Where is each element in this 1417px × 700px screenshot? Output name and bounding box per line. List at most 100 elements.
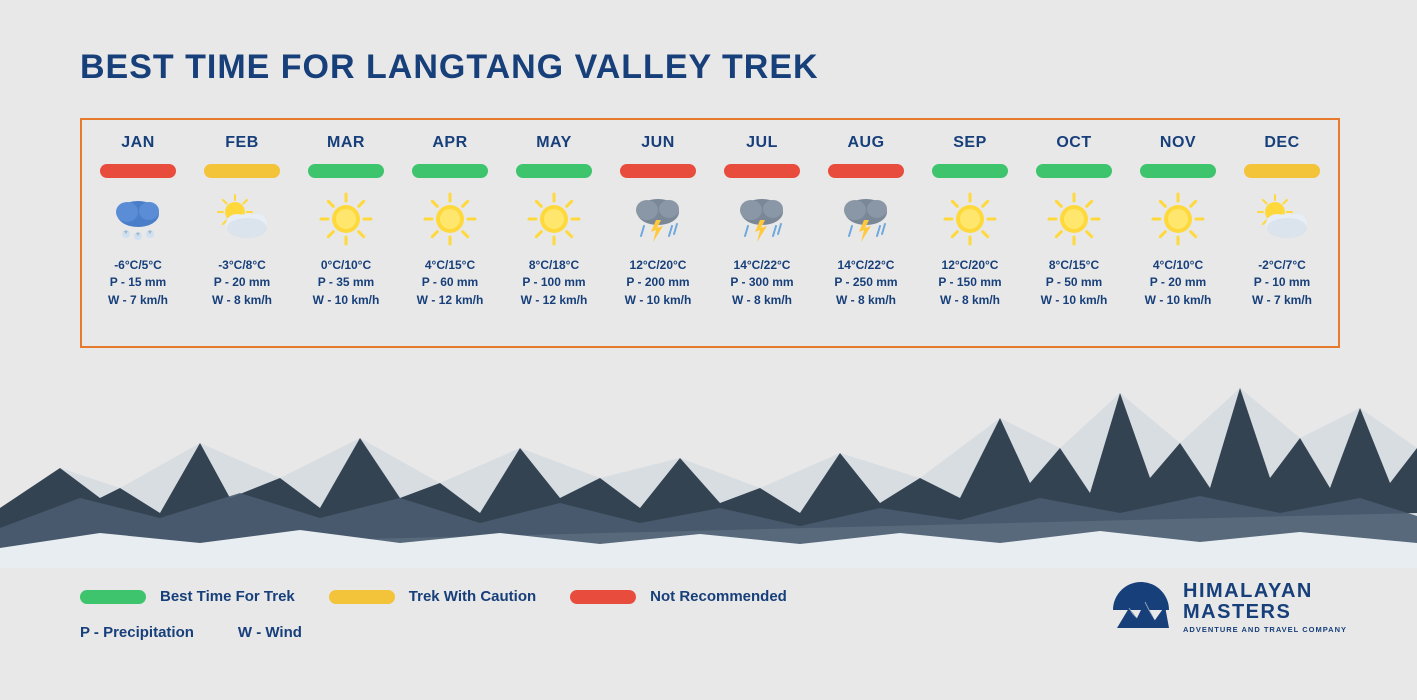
stat-wind: W - 8 km/h: [732, 293, 792, 307]
month-stats: 0°C/10°CP - 35 mmW - 10 km/h: [313, 258, 380, 307]
month-name: JUL: [746, 134, 778, 152]
legend-pill-caution: [329, 590, 395, 604]
legend-not-recommended-label: Not Recommended: [650, 588, 787, 605]
month-column-dec: DEC-2°C/7°CP - 10 mmW - 7 km/h: [1230, 134, 1334, 338]
month-name: JAN: [121, 134, 155, 152]
brand-text: HIMALAYAN MASTERS ADVENTURE AND TRAVEL C…: [1183, 581, 1347, 634]
storm-icon: [733, 190, 791, 248]
stat-precip: P - 35 mm: [318, 275, 374, 289]
sunny-icon: [1045, 190, 1103, 248]
legend-not-recommended: Not Recommended: [570, 588, 787, 605]
month-name: JUN: [641, 134, 675, 152]
page-title: BEST TIME FOR LANGTANG VALLEY TREK: [80, 48, 819, 87]
partly-icon: [1253, 190, 1311, 248]
stat-precip: P - 200 mm: [626, 275, 689, 289]
stat-precip: P - 150 mm: [938, 275, 1001, 289]
legend-caution-label: Trek With Caution: [409, 588, 536, 605]
stat-temp: -3°C/8°C: [218, 258, 266, 272]
status-pill: [100, 164, 176, 178]
stat-wind: W - 10 km/h: [625, 293, 692, 307]
stat-temp: 8°C/18°C: [529, 258, 579, 272]
month-column-aug: AUG 14°C/22°C P - 250 mm W - 8 km/h: [814, 134, 918, 338]
stat-temp: 12°C/20°C: [630, 258, 687, 272]
svg-text:*: *: [136, 231, 140, 242]
month-name: FEB: [225, 134, 259, 152]
month-stats: 4°C/15°C P - 60 mm W - 12 km/h: [417, 258, 484, 307]
legend-row-2: P - Precipitation W - Wind: [80, 624, 302, 641]
month-stats: 12°C/20°C P - 150 mm W - 8 km/h: [938, 258, 1001, 307]
stat-wind: W - 7 km/h: [1252, 293, 1312, 307]
month-column-apr: APR 4°C/15°C P - 60 mm W - 12 km/h: [398, 134, 502, 338]
stat-precip: P - 100 mm: [522, 275, 585, 289]
month-stats: -3°C/8°CP - 20 mmW - 8 km/h: [212, 258, 272, 307]
month-name: SEP: [953, 134, 987, 152]
status-pill: [204, 164, 280, 178]
status-pill: [620, 164, 696, 178]
stat-temp: 4°C/10°C: [1153, 258, 1203, 272]
brand-block: HIMALAYAN MASTERS ADVENTURE AND TRAVEL C…: [1111, 580, 1347, 634]
status-pill: [1244, 164, 1320, 178]
month-stats: 14°C/22°C P - 250 mm W - 8 km/h: [834, 258, 897, 307]
sunny-icon: [941, 190, 999, 248]
stat-wind: W - 12 km/h: [417, 293, 484, 307]
stat-precip: P - 10 mm: [1254, 275, 1310, 289]
legend-best-label: Best Time For Trek: [160, 588, 295, 605]
month-column-nov: NOV4°C/10°CP - 20 mmW - 10 km/h: [1126, 134, 1230, 338]
stat-wind: W - 8 km/h: [940, 293, 1000, 307]
month-stats: 8°C/18°C P - 100 mm W - 12 km/h: [521, 258, 588, 307]
status-pill: [308, 164, 384, 178]
partly-icon: [213, 190, 271, 248]
status-pill: [516, 164, 592, 178]
status-pill: [724, 164, 800, 178]
month-name: AUG: [847, 134, 884, 152]
status-pill: [412, 164, 488, 178]
stat-wind: W - 8 km/h: [836, 293, 896, 307]
stat-temp: 4°C/15°C: [425, 258, 475, 272]
stat-wind: W - 7 km/h: [108, 293, 168, 307]
status-pill: [1140, 164, 1216, 178]
month-stats: 14°C/22°CP - 300 mmW - 8 km/h: [730, 258, 793, 307]
stat-precip: P - 300 mm: [730, 275, 793, 289]
stat-precip: P - 50 mm: [1046, 275, 1102, 289]
month-column-sep: SEP 12°C/20°C P - 150 mm W - 8 km/h: [918, 134, 1022, 338]
month-name: APR: [432, 134, 467, 152]
stat-wind: W - 12 km/h: [521, 293, 588, 307]
sunny-icon: [421, 190, 479, 248]
legend-best: Best Time For Trek: [80, 588, 295, 605]
month-column-oct: OCT8°C/15°CP - 50 mmW - 10 km/h: [1022, 134, 1126, 338]
mountain-illustration: [0, 348, 1417, 568]
stat-precip: P - 250 mm: [834, 275, 897, 289]
sunny-icon: [1149, 190, 1207, 248]
legend-row-1: Best Time For Trek Trek With Caution Not…: [80, 588, 787, 605]
stat-wind: W - 10 km/h: [1145, 293, 1212, 307]
svg-text:*: *: [148, 229, 152, 240]
stat-wind: W - 10 km/h: [313, 293, 380, 307]
months-chart: JAN * * * -6°C/5°CP - 15 mmW - 7 km/h FEB -3°C…: [80, 118, 1340, 348]
stat-precip: P - 20 mm: [214, 275, 270, 289]
storm-icon: [837, 190, 895, 248]
stat-wind: W - 10 km/h: [1041, 293, 1108, 307]
stat-temp: -2°C/7°C: [1258, 258, 1306, 272]
stat-precip: P - 60 mm: [422, 275, 478, 289]
brand-line2: MASTERS: [1183, 601, 1347, 623]
stat-temp: 12°C/20°C: [942, 258, 999, 272]
storm-icon: [629, 190, 687, 248]
month-stats: -2°C/7°C P - 10 mm W - 7 km/h: [1252, 258, 1312, 307]
month-stats: 8°C/15°CP - 50 mmW - 10 km/h: [1041, 258, 1108, 307]
month-column-jan: JAN * * * -6°C/5°CP - 15 mmW - 7 km/h: [86, 134, 190, 338]
stat-precip: P - 20 mm: [1150, 275, 1206, 289]
month-column-may: MAY8°C/18°CP - 100 mmW - 12 km/h: [502, 134, 606, 338]
snow-icon: * * *: [109, 190, 167, 248]
svg-text:*: *: [124, 229, 128, 240]
month-name: MAR: [327, 134, 365, 152]
stat-temp: 14°C/22°C: [838, 258, 895, 272]
legend-wind: W - Wind: [238, 624, 302, 641]
month-stats: -6°C/5°CP - 15 mmW - 7 km/h: [108, 258, 168, 307]
month-stats: 4°C/10°C P - 20 mm W - 10 km/h: [1145, 258, 1212, 307]
stat-temp: -6°C/5°C: [114, 258, 162, 272]
month-column-feb: FEB-3°C/8°CP - 20 mmW - 8 km/h: [190, 134, 294, 338]
legend-pill-best: [80, 590, 146, 604]
legend-precip: P - Precipitation: [80, 624, 194, 641]
brand-line3: ADVENTURE AND TRAVEL COMPANY: [1183, 625, 1347, 634]
month-name: OCT: [1056, 134, 1091, 152]
